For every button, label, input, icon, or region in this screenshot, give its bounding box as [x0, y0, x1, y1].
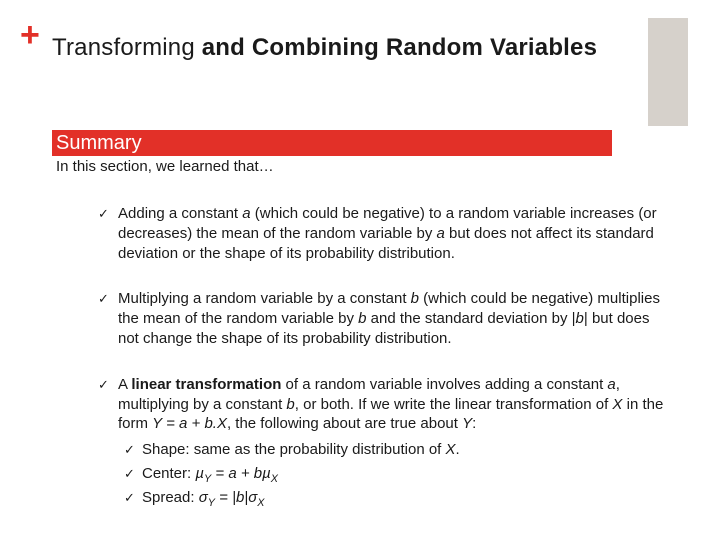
t: Multiplying a random variable by a const…: [118, 290, 411, 307]
t: = |b|σ: [215, 489, 257, 506]
sub-text: Center: µY = a + bµX: [142, 464, 674, 484]
bullet-text: Multiplying a random variable by a const…: [118, 289, 674, 348]
t: , or both. If we write the linear transf…: [295, 396, 613, 413]
check-icon: ✓: [98, 289, 118, 348]
t: same as the probability distribution of: [190, 441, 446, 458]
t: X: [612, 396, 622, 413]
list-item: ✓ Adding a constant a (which could be ne…: [98, 204, 674, 263]
t: a: [437, 225, 445, 242]
bullet-text: A linear transformation of a random vari…: [118, 375, 674, 512]
t: a: [607, 376, 615, 393]
t: b: [576, 310, 584, 327]
t: :: [472, 415, 476, 432]
check-icon: ✓: [98, 204, 118, 263]
title-word-plain: Transforming: [52, 34, 195, 61]
t: of a random variable involves adding a c…: [281, 376, 607, 393]
plus-icon: +: [20, 18, 40, 52]
page-title: Transforming and Combining Random Variab…: [52, 34, 597, 62]
t: Adding a constant: [118, 205, 242, 222]
t: A: [118, 376, 131, 393]
check-icon: ✓: [124, 440, 142, 460]
t: µ: [195, 465, 204, 482]
t: Y = a + b.X: [152, 415, 227, 432]
list-item: ✓ Multiplying a random variable by a con…: [98, 289, 674, 348]
t: X: [257, 497, 264, 509]
sub-list: ✓ Shape: same as the probability distrib…: [118, 440, 674, 507]
list-item: ✓ Shape: same as the probability distrib…: [124, 440, 674, 460]
summary-bar: Summary: [52, 130, 612, 156]
t: = a + bµ: [211, 465, 271, 482]
summary-label: Summary: [56, 132, 142, 155]
t: Center:: [142, 465, 191, 482]
t: linear transformation: [131, 376, 281, 393]
sub-text: Spread: σY = |b|σX: [142, 488, 674, 508]
check-icon: ✓: [124, 488, 142, 508]
accent-box: [648, 18, 688, 126]
list-item: ✓ Spread: σY = |b|σX: [124, 488, 674, 508]
sub-text: Shape: same as the probability distribut…: [142, 440, 674, 460]
t: Y: [208, 497, 215, 509]
t: Shape:: [142, 441, 190, 458]
title-word-bold: and Combining Random Variables: [195, 34, 597, 61]
t: X: [446, 441, 456, 458]
bullet-text: Adding a constant a (which could be nega…: [118, 204, 674, 263]
t: X: [271, 473, 278, 485]
check-icon: ✓: [98, 375, 118, 512]
t: Spread:: [142, 489, 195, 506]
slide: + Transforming and Combining Random Vari…: [0, 0, 720, 540]
t: σ: [199, 489, 208, 506]
t: b: [286, 396, 294, 413]
t: .: [456, 441, 460, 458]
t: a: [242, 205, 250, 222]
subheading: In this section, we learned that…: [56, 158, 274, 175]
bullet-list: ✓ Adding a constant a (which could be ne…: [98, 204, 674, 512]
t: Y: [462, 415, 472, 432]
list-item: ✓ Center: µY = a + bµX: [124, 464, 674, 484]
t: , the following about are true about: [227, 415, 462, 432]
t: b: [411, 290, 419, 307]
check-icon: ✓: [124, 464, 142, 484]
list-item: ✓ A linear transformation of a random va…: [98, 375, 674, 512]
t: and the standard deviation by |: [366, 310, 575, 327]
